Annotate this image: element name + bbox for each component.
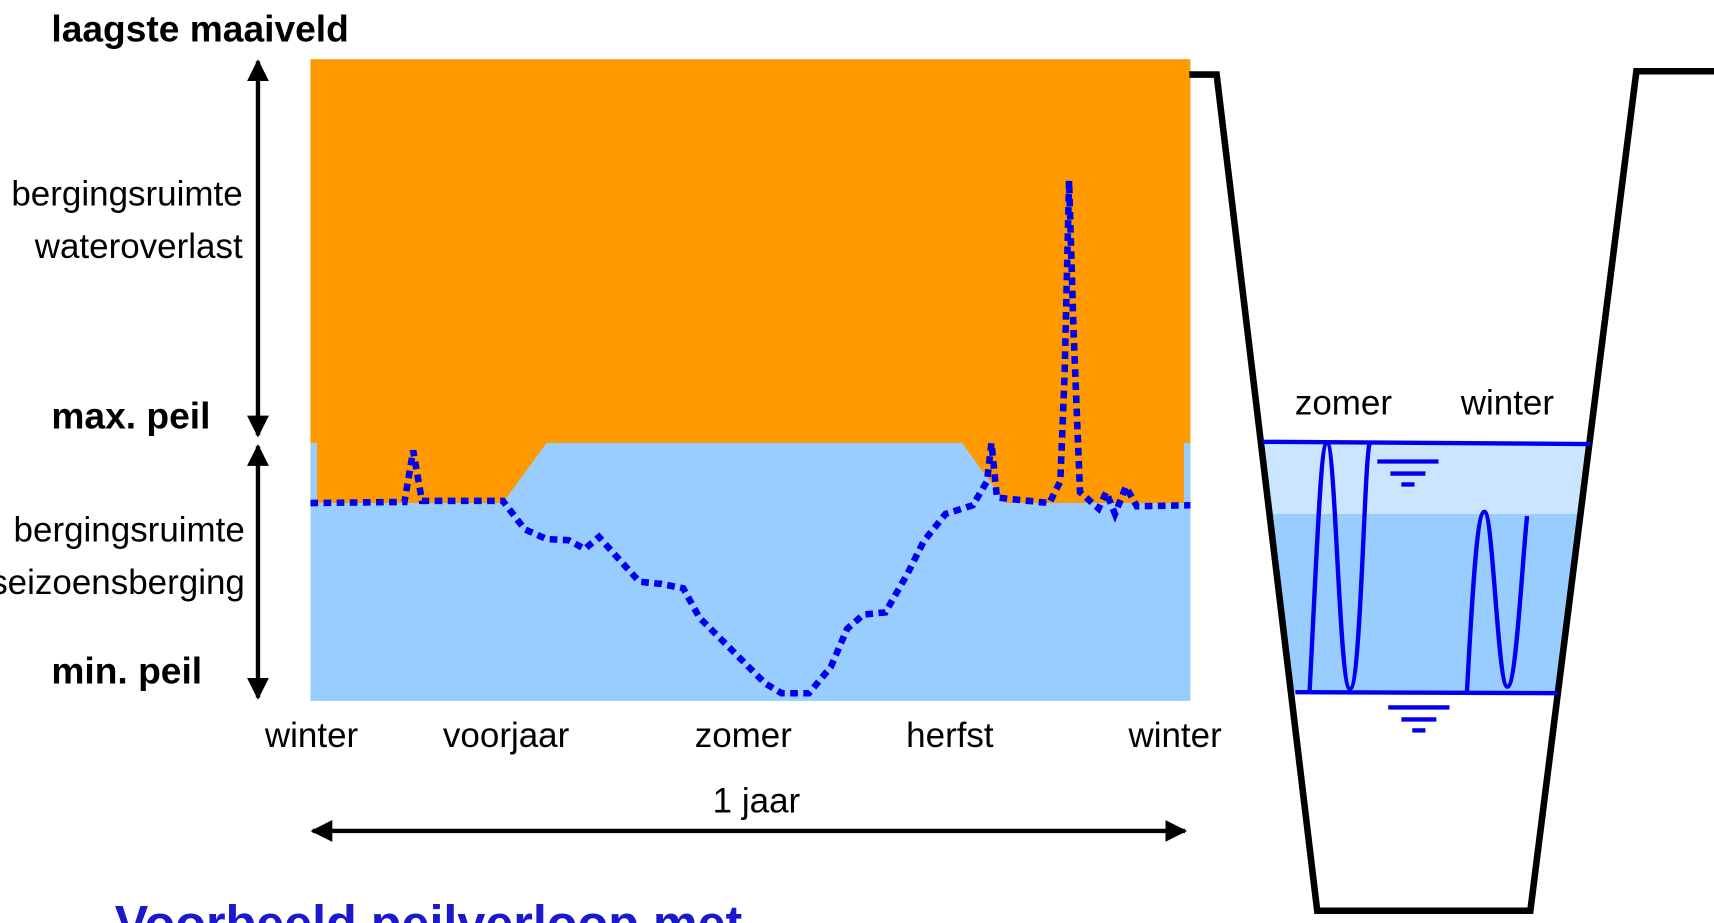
season: herfst (906, 716, 994, 755)
label: min. peil (51, 649, 202, 691)
season: zomer (695, 716, 793, 755)
label: bergingsruimte (14, 510, 245, 549)
label: max. peil (51, 395, 210, 437)
season: voorjaar (443, 716, 570, 755)
level-symbol (1377, 459, 1450, 733)
edge (310, 442, 318, 504)
overflow-storage (310, 59, 1191, 504)
period: 1 jaar (713, 781, 801, 820)
edge (1183, 442, 1191, 504)
water-level-line (310, 180, 1191, 697)
ditch-profile (1189, 67, 1714, 915)
max-level-line (1262, 439, 1591, 447)
winter-wave (1464, 509, 1530, 693)
water-upper (1260, 442, 1590, 514)
label: wateroverlast (34, 227, 243, 266)
summer-wave (1307, 440, 1372, 693)
label: bergingsruimte (11, 175, 242, 214)
label: laagste maaiveld (51, 8, 348, 50)
label: seizoensberging (0, 563, 245, 602)
ditch-label: winter (1460, 383, 1555, 422)
water-lower (1269, 513, 1581, 693)
season: winter (264, 716, 359, 755)
min-level-line (1295, 689, 1558, 696)
season: winter (1127, 716, 1222, 755)
title: Voorbeeld peilverloop met (115, 894, 743, 923)
ditch-label: zomer (1295, 383, 1393, 422)
